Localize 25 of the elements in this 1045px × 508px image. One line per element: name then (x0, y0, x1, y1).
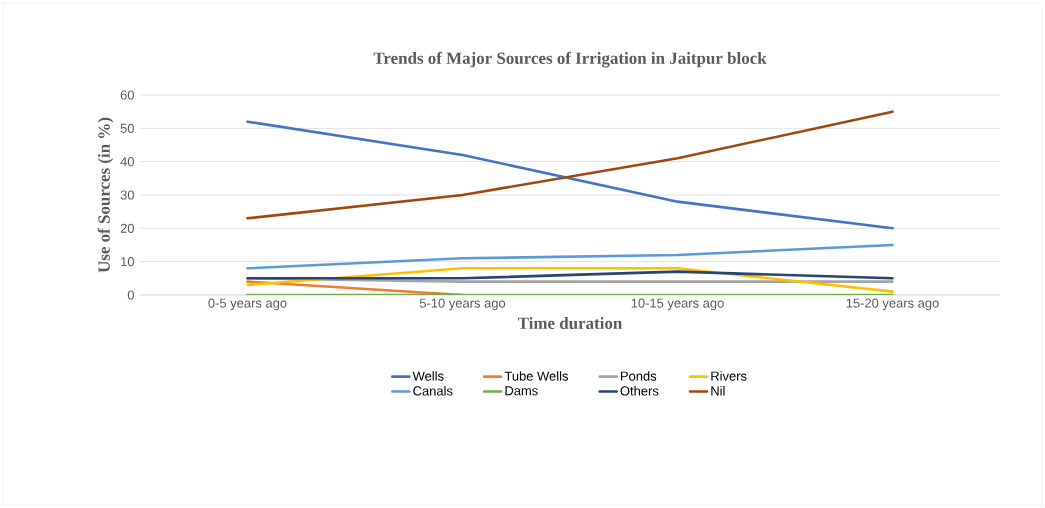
legend-label: Others (620, 386, 659, 396)
line-series (246, 243, 894, 270)
legend-label: Rivers (711, 371, 747, 381)
y-tick-label: 0 (127, 290, 134, 300)
x-tick-label: 10-15 years ago (631, 298, 724, 311)
y-axis-title: Use of Sources (in %) (97, 117, 114, 273)
y-tick-label: 10 (121, 257, 134, 267)
y-tick-label: 30 (120, 190, 134, 200)
legend-label: Wells (412, 371, 444, 381)
legend-label: Canals (413, 386, 453, 396)
line-series (246, 110, 894, 220)
chart-title: Trends of Major Sources of Irrigation in Jaitpur block (373, 51, 767, 68)
y-tick-label: 50 (120, 123, 134, 133)
y-tick-label: 60 (120, 90, 134, 100)
x-tick-label: 5-10 years ago (419, 298, 506, 311)
x-tick-label: 0-5 years ago (208, 298, 287, 311)
legend-label: Nil (711, 386, 725, 396)
y-tick-label: 40 (120, 157, 134, 167)
x-tick-label: 15-20 years ago (846, 298, 939, 311)
legend-label: Dams (505, 386, 538, 396)
line-series (246, 120, 894, 230)
legend-label: Ponds (621, 371, 657, 381)
legend-label: Tube Wells (504, 371, 569, 381)
x-axis-title: Time duration (517, 317, 623, 330)
y-tick-label: 20 (120, 223, 134, 233)
